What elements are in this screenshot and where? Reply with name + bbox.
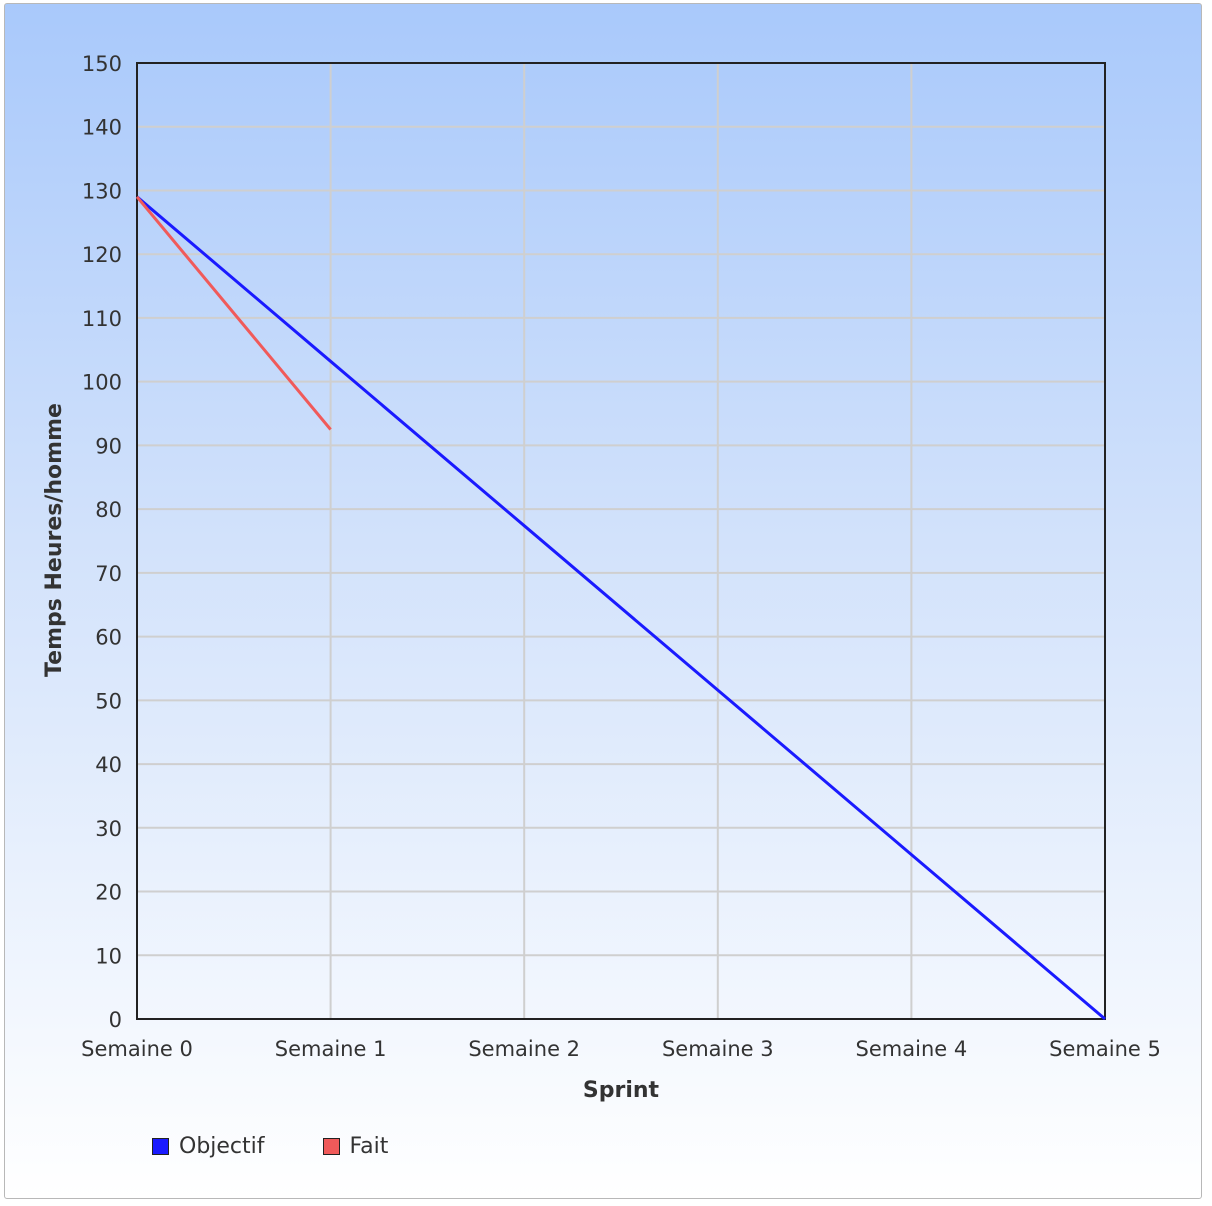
- x-tick-label: Semaine 5: [1049, 1037, 1161, 1061]
- y-tick-label: 50: [95, 689, 122, 713]
- y-tick-label: 100: [82, 371, 122, 395]
- y-tick-label: 150: [82, 52, 122, 76]
- legend: Objectif Fait: [152, 1134, 388, 1159]
- y-tick-label: 30: [95, 817, 122, 841]
- y-tick-label: 130: [82, 179, 122, 203]
- x-axis-title: Sprint: [583, 1078, 660, 1103]
- series-line-objectif: [136, 195, 1106, 1021]
- x-tick-label: Semaine 2: [468, 1037, 580, 1061]
- y-tick-label: 90: [95, 434, 122, 458]
- legend-swatch-objectif: [152, 1138, 169, 1155]
- y-tick-label: 10: [95, 944, 122, 968]
- legend-item-objectif[interactable]: Objectif: [152, 1134, 265, 1159]
- y-tick-label: 40: [95, 753, 122, 777]
- chart-frame: [4, 3, 1202, 1199]
- legend-label-fait: Fait: [349, 1134, 389, 1159]
- x-axis-ticks: Semaine 0 Semaine 1 Semaine 2 Semaine 3 Sema…: [81, 1037, 1161, 1061]
- y-tick-label: 70: [95, 562, 122, 586]
- legend-label-objectif: Objectif: [179, 1134, 265, 1159]
- series-lines: [135, 195, 1106, 1021]
- legend-swatch-fait: [322, 1138, 340, 1155]
- y-tick-label: 20: [95, 881, 122, 905]
- y-tick-label: 60: [95, 626, 122, 650]
- series-line-fait: [135, 195, 332, 431]
- legend-item-fait[interactable]: Fait: [322, 1134, 389, 1159]
- grid-lines: [137, 63, 1105, 1019]
- y-tick-label: 0: [109, 1008, 122, 1032]
- x-tick-label: Semaine 1: [275, 1037, 387, 1061]
- x-tick-label: Semaine 4: [856, 1037, 968, 1061]
- plot-area: [136, 62, 1106, 1020]
- y-tick-label: 140: [82, 116, 122, 140]
- y-tick-label: 110: [82, 307, 122, 331]
- x-tick-label: Semaine 3: [662, 1037, 774, 1061]
- x-tick-label: Semaine 0: [81, 1037, 193, 1061]
- y-tick-label: 80: [95, 498, 122, 522]
- y-axis-title: Temps Heures/homme: [42, 403, 67, 677]
- y-tick-label: 120: [82, 243, 122, 267]
- y-axis-ticks: 0 10 20 30 40 50 60 70 80 90 100 110 120 130 140 150: [82, 52, 122, 1032]
